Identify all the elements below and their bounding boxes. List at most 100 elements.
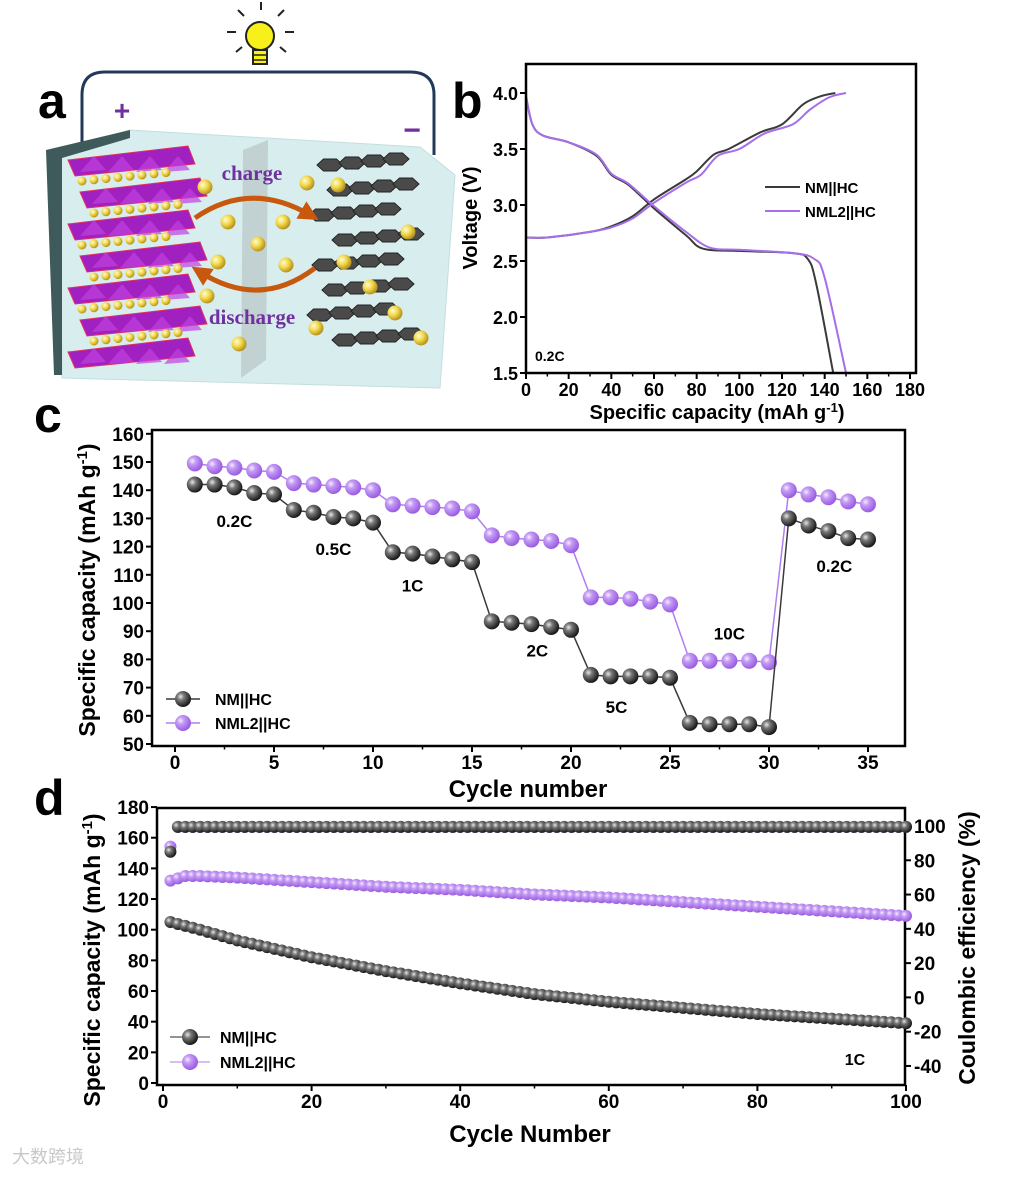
battery-schematic: charge discharge + − (46, 2, 456, 389)
data-point (226, 459, 243, 476)
legend-marker (175, 715, 191, 731)
octahedron (164, 220, 190, 236)
y-tick-label: 180 (117, 798, 149, 819)
y-tick-label: 160 (112, 425, 144, 446)
interlayer-sodium-ion (161, 296, 171, 306)
interlayer-sodium-ion (161, 265, 171, 275)
legend-label: NM||HC (220, 1030, 277, 1047)
interlayer-sodium-ion (89, 272, 99, 282)
octahedron (176, 252, 202, 268)
anode-hard-carbon (306, 152, 425, 347)
interlayer-sodium-ion (161, 232, 171, 242)
carbon-sheet (350, 304, 378, 318)
y-axis-label: Specific capacity (mAh g-1) (79, 813, 106, 1106)
legend-label: NML2||HC (805, 204, 876, 221)
data-point (741, 716, 758, 733)
y-tick-label: 4.0 (493, 84, 518, 104)
legend-marker (182, 1029, 198, 1045)
negative-terminal-sign: − (403, 114, 421, 147)
data-point (840, 530, 857, 547)
y2-tick-label: -40 (914, 1057, 941, 1078)
sodium-ion (387, 305, 403, 321)
legend-label: NM||HC (215, 692, 272, 709)
x-tick-label: 30 (758, 753, 779, 774)
interlayer-sodium-ion (137, 170, 147, 180)
data-point (246, 485, 263, 502)
data-point (840, 493, 857, 510)
legend-label: NML2||HC (220, 1055, 296, 1072)
x-tick-label: 40 (601, 380, 621, 400)
rate-annotation: 1C (402, 577, 424, 596)
y-tick-label: 40 (128, 1013, 149, 1034)
data-point (345, 479, 362, 496)
y-tick-label: 150 (112, 453, 144, 474)
interlayer-sodium-ion (149, 266, 159, 276)
data-point (305, 476, 322, 493)
discharge-arrow (191, 266, 317, 293)
data-point (464, 554, 480, 571)
y2-axis-label: Coulombic efficiency (%) (954, 811, 980, 1084)
carbon-sheet (331, 233, 359, 247)
x-tick-label: 5 (269, 753, 280, 774)
y-axis-label: Voltage (V) (460, 167, 482, 270)
y-tick-label: 0 (138, 1074, 149, 1095)
carbon-sheet (353, 331, 381, 345)
y-tick-label: 2.5 (493, 252, 518, 272)
data-point (800, 486, 817, 503)
y-tick-label: 50 (123, 735, 144, 756)
y-tick-label: 160 (117, 829, 149, 850)
x-tick-label: 180 (895, 380, 925, 400)
data-point (503, 530, 520, 547)
octahedron (164, 284, 190, 300)
y-tick-label: 120 (112, 538, 144, 559)
interlayer-sodium-ion (149, 233, 159, 243)
x-tick-label: 25 (659, 753, 681, 774)
rate-annotation: 0.5C (315, 540, 351, 559)
y-tick-label: 100 (117, 921, 149, 942)
data-point (701, 652, 718, 669)
interlayer-sodium-ion (161, 329, 171, 339)
data-point (365, 482, 381, 499)
x-tick-label: 80 (687, 380, 707, 400)
data-point (622, 590, 639, 607)
x-tick-label: 20 (301, 1092, 322, 1113)
data-point (662, 596, 678, 613)
x-tick-label: 35 (857, 753, 879, 774)
sodium-ions (77, 168, 429, 352)
data-point (424, 548, 441, 565)
discharge-curve (525, 96, 847, 374)
octahedron (92, 252, 118, 268)
data-point (563, 537, 579, 554)
octahedron (80, 220, 106, 236)
interlayer-sodium-ion (173, 328, 183, 338)
data-point (206, 458, 223, 475)
data-point (582, 666, 599, 683)
y2-tick-label: 0 (914, 988, 925, 1009)
carbon-sheet (330, 206, 358, 220)
sodium-ion (210, 254, 226, 270)
data-point (701, 716, 718, 733)
carbon-sheet (392, 177, 420, 191)
octahedron (80, 348, 106, 364)
x-axis-label: Cycle number (449, 776, 608, 803)
x-tick-label: 60 (644, 380, 664, 400)
data-point (543, 532, 560, 549)
x-tick-label: 0 (521, 380, 531, 400)
interlayer-sodium-ion (125, 171, 135, 181)
interlayer-sodium-ion (173, 264, 183, 274)
sodium-ion (336, 254, 352, 270)
data-point (780, 482, 797, 499)
data-point (602, 668, 619, 685)
octahedron (80, 156, 106, 172)
c-rate-annotation: 1C (845, 1052, 866, 1069)
octahedron (148, 252, 174, 268)
octahedron (92, 316, 118, 332)
data-point (404, 545, 421, 562)
octahedron (120, 188, 146, 204)
c-rate-annotation: 0.2C (535, 348, 565, 364)
octahedron (136, 348, 162, 364)
interlayer-sodium-ion (113, 172, 123, 182)
data-point (622, 668, 639, 685)
charge-curve (525, 92, 836, 239)
